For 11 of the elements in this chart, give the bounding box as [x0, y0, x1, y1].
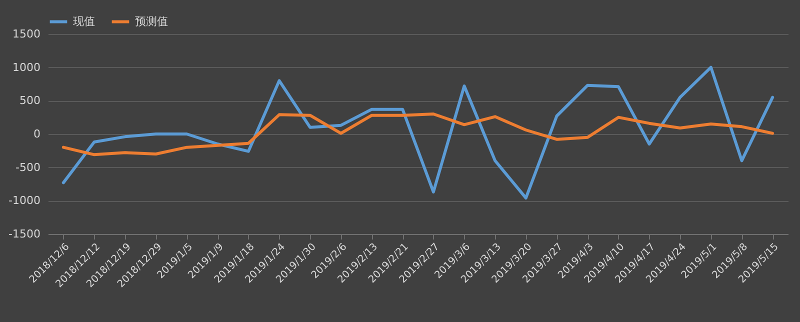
- legend-label: 现值: [73, 14, 95, 28]
- line-series: [62, 112, 774, 156]
- legend-label: 预测值: [135, 14, 168, 28]
- y-tick-label: 0: [34, 128, 40, 140]
- y-tick-label: 500: [20, 94, 40, 108]
- y-tick-label: -1500: [8, 228, 40, 240]
- line-series: [62, 66, 774, 200]
- y-tick-label: -500: [16, 160, 40, 174]
- y-tick-label: 1000: [12, 60, 40, 74]
- y-tick-label: -1000: [8, 194, 40, 208]
- y-tick-label: 1500: [12, 28, 40, 40]
